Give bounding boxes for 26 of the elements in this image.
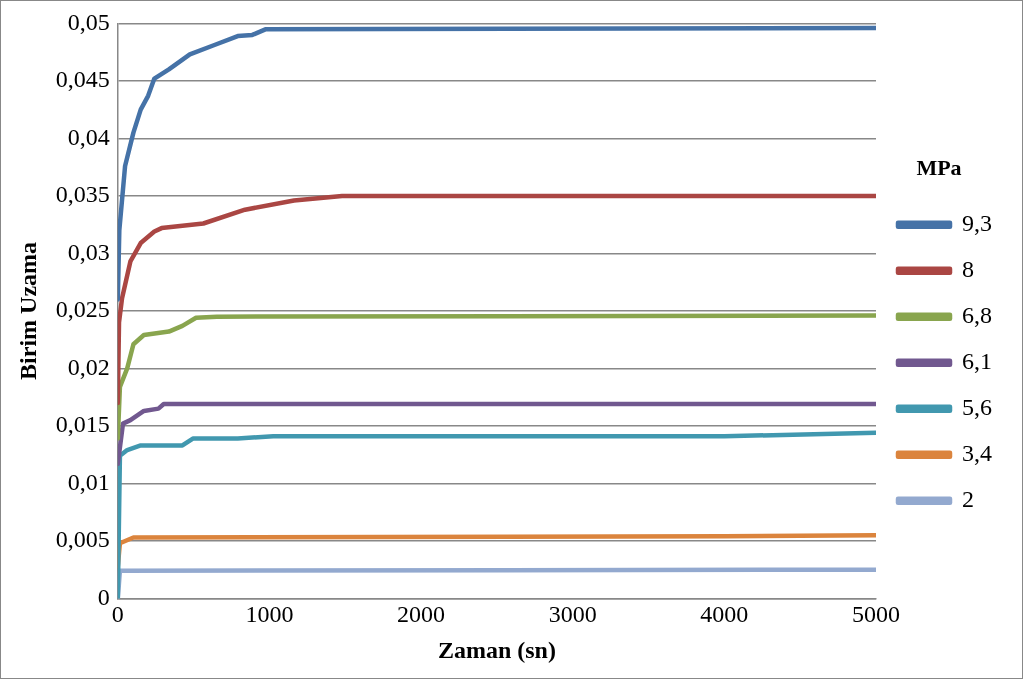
y-axis-title: Birim Uzama bbox=[14, 241, 41, 380]
legend-label: 5,6 bbox=[962, 394, 992, 420]
y-tick-label: 0,045 bbox=[55, 66, 110, 93]
legend-title: MPa bbox=[916, 154, 962, 180]
x-tick-label: 3000 bbox=[548, 601, 597, 628]
y-tick-label: 0 bbox=[97, 583, 110, 610]
x-tick-label: 5000 bbox=[852, 601, 900, 628]
x-axis-title: Zaman (sn) bbox=[437, 636, 556, 663]
legend-label: 2 bbox=[962, 486, 974, 512]
legend-label: 9,3 bbox=[962, 210, 992, 236]
legend-label: 6,8 bbox=[962, 302, 992, 328]
x-tick-label: 2000 bbox=[397, 601, 446, 628]
legend-label: 6,1 bbox=[962, 348, 992, 374]
x-tick-label: 1000 bbox=[245, 601, 294, 628]
y-tick-label: 0,03 bbox=[67, 238, 110, 265]
y-tick-label: 0,04 bbox=[67, 123, 110, 150]
legend-label: 8 bbox=[962, 256, 974, 282]
y-tick-label: 0,035 bbox=[55, 181, 110, 208]
y-tick-label: 0,05 bbox=[67, 8, 110, 35]
legend-label: 3,4 bbox=[962, 440, 992, 466]
y-tick-label: 0,015 bbox=[55, 411, 110, 438]
y-tick-label: 0,005 bbox=[55, 526, 110, 553]
y-tick-label: 0,025 bbox=[55, 296, 110, 323]
y-tick-label: 0,02 bbox=[67, 353, 110, 380]
y-tick-label: 0,01 bbox=[67, 468, 110, 495]
x-tick-label: 4000 bbox=[700, 601, 749, 628]
